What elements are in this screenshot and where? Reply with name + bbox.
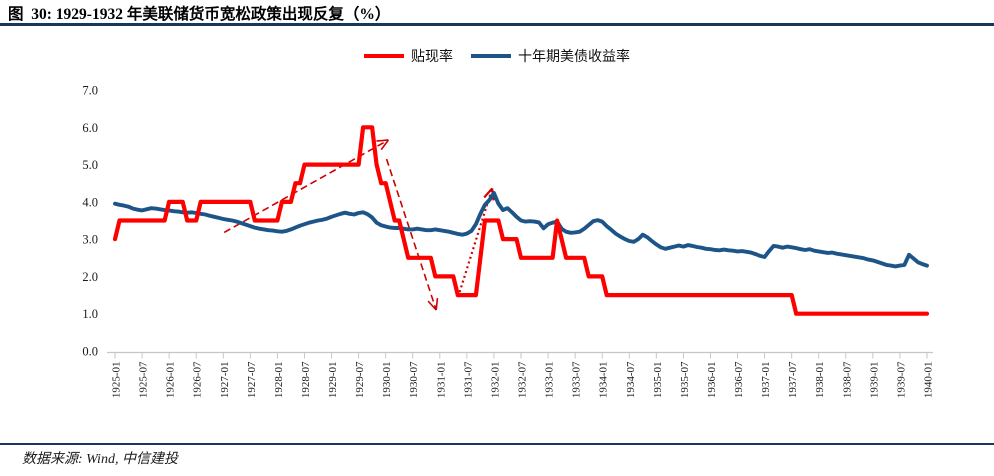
x-tick-label: 1930-07 — [408, 361, 420, 398]
data-source-note: 数据来源: Wind, 中信建投 — [22, 452, 178, 467]
x-tick-label: 1934-01 — [598, 362, 610, 399]
x-tick-label: 1927-01 — [219, 362, 231, 399]
figure-title: 图 30: 1929-1932 年美联储货币宽松政策出现反复（%） — [8, 6, 391, 23]
treasury-yield-legend-line — [471, 54, 511, 58]
trend-arrow-head — [427, 300, 437, 311]
x-tick-label: 1933-01 — [544, 362, 556, 399]
x-tick-label: 1938-07 — [841, 361, 853, 398]
trend-arrow-shaft — [223, 139, 389, 234]
x-tick-label: 1940-01 — [923, 362, 935, 399]
discount-rate-line — [112, 125, 930, 316]
x-tick-label: 1939-07 — [895, 361, 907, 398]
y-tick-label: 0.0 — [82, 345, 98, 359]
trend-arrow-head — [376, 139, 389, 142]
x-tick-label: 1930-01 — [381, 362, 393, 399]
y-tick-label: 6.0 — [82, 121, 98, 135]
x-tick-label: 1925-07 — [138, 361, 150, 398]
discount-rate-legend-line — [364, 54, 404, 58]
treasury-yield-legend-label: 十年期美债收益率 — [518, 50, 630, 65]
x-tick-label: 1926-07 — [192, 361, 204, 398]
legend-item-treasury-yield: 十年期美债收益率 — [471, 46, 630, 66]
x-tick-label: 1937-07 — [787, 361, 799, 398]
x-tick-label: 1928-01 — [273, 362, 285, 399]
x-tick-label: 1938-01 — [814, 362, 826, 399]
x-tick-label: 1932-01 — [489, 362, 501, 399]
x-tick-label: 1936-07 — [733, 361, 745, 398]
x-tick-label: 1926-01 — [165, 362, 177, 399]
x-tick-label: 1936-01 — [706, 362, 718, 399]
x-tick-label: 1935-07 — [679, 361, 691, 398]
x-tick-label: 1934-07 — [625, 361, 637, 398]
x-tick-label: 1927-07 — [246, 361, 258, 398]
x-tick-label: 1928-07 — [300, 361, 312, 398]
x-tick-label: 1932-07 — [517, 361, 529, 398]
y-tick-label: 5.0 — [82, 158, 98, 172]
x-tick-label: 1925-01 — [111, 362, 123, 399]
x-tick-label: 1931-01 — [435, 362, 447, 399]
legend-item-discount-rate: 贴现率 — [364, 46, 453, 66]
chart-legend: 贴现率 十年期美债收益率 — [0, 46, 994, 66]
discount-rate-legend-label: 贴现率 — [411, 50, 453, 65]
x-tick-label: 1929-07 — [354, 361, 366, 398]
y-tick-label: 2.0 — [82, 270, 98, 284]
y-tick-label: 3.0 — [82, 233, 98, 247]
x-tick-label: 1939-01 — [868, 362, 880, 399]
y-tick-label: 4.0 — [82, 195, 98, 209]
x-tick-label: 1931-07 — [462, 361, 474, 398]
x-tick-label: 1933-07 — [571, 361, 583, 398]
x-tick-label: 1935-01 — [652, 362, 664, 399]
trend-arrow-head — [435, 297, 439, 311]
title-rule — [0, 23, 994, 26]
x-tick-label: 1937-01 — [760, 362, 772, 399]
x-tick-label: 1929-01 — [327, 362, 339, 399]
trend-arrow-head — [380, 139, 390, 151]
trend-arrow-head — [483, 187, 493, 199]
footer-rule — [0, 443, 994, 445]
trend-arrow-shaft — [385, 158, 437, 311]
y-tick-label: 1.0 — [82, 307, 98, 321]
treasury-yield-line — [113, 190, 929, 269]
y-tick-label: 7.0 — [82, 84, 98, 98]
